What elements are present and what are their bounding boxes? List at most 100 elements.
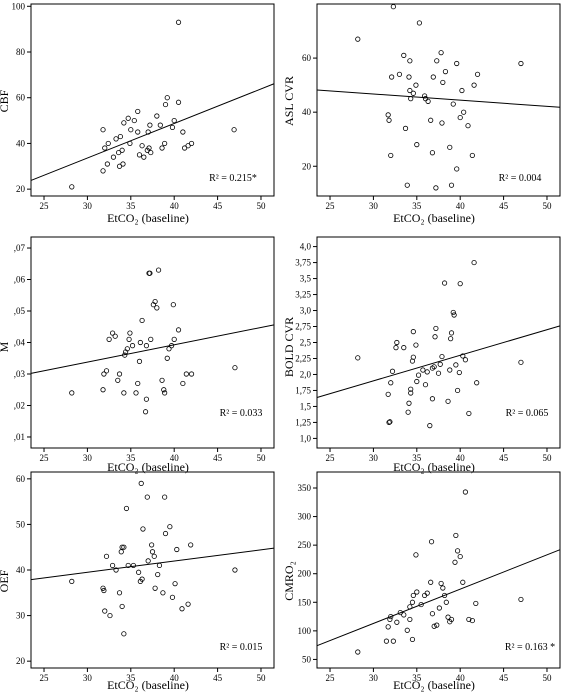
data-point xyxy=(188,140,195,147)
data-point xyxy=(185,143,191,149)
x-tick-label: 30 xyxy=(83,201,93,211)
data-point xyxy=(69,390,75,396)
data-point xyxy=(440,585,446,591)
data-point xyxy=(172,581,178,587)
data-point xyxy=(454,387,461,394)
data-point xyxy=(152,298,158,305)
data-point xyxy=(433,185,439,191)
y-axis-label: M xyxy=(0,341,11,352)
data-point xyxy=(161,387,167,393)
x-tick-label: 40 xyxy=(170,673,180,683)
data-point xyxy=(437,361,443,367)
data-point xyxy=(409,599,416,605)
data-point xyxy=(179,606,185,612)
data-point xyxy=(429,150,436,156)
data-point xyxy=(457,114,463,121)
data-point xyxy=(428,539,435,545)
x-tick-label: 50 xyxy=(256,201,266,211)
data-point xyxy=(462,357,469,363)
y-tick-label: 350 xyxy=(298,483,312,493)
data-point xyxy=(448,182,455,188)
y-tick-label: ,02 xyxy=(14,400,25,410)
data-point xyxy=(101,587,107,594)
data-point xyxy=(438,50,444,56)
data-point xyxy=(518,60,524,67)
data-point xyxy=(169,594,176,600)
data-point xyxy=(389,74,395,80)
data-point xyxy=(460,579,466,585)
data-point xyxy=(136,152,143,158)
y-tick-label: 2,0 xyxy=(300,369,312,379)
data-point xyxy=(149,542,155,548)
y-tick-label: 2,75 xyxy=(295,322,311,332)
x-tick-label: 45 xyxy=(213,453,223,463)
data-point xyxy=(405,409,411,415)
y-tick-label: 150 xyxy=(298,597,312,607)
plot-area: 25 30 35 40 45 50 20 40 60 80 100 xyxy=(12,1,275,211)
y-axis-label: CBF xyxy=(0,89,11,112)
data-point xyxy=(183,371,189,377)
plot-area: 25 30 35 40 45 50 1,0 1,25 1,5 1,75 2,0 2,25 2,5 2,75… xyxy=(295,236,561,463)
data-point xyxy=(457,553,463,560)
data-point xyxy=(188,371,195,377)
data-point xyxy=(102,145,108,151)
data-point xyxy=(427,423,433,429)
data-point xyxy=(139,576,145,582)
data-point xyxy=(474,380,480,386)
data-point xyxy=(438,580,444,587)
data-point xyxy=(117,133,123,140)
y-tick-label: 20 xyxy=(16,184,26,194)
x-tick-label: 30 xyxy=(83,453,93,463)
data-point xyxy=(462,489,469,495)
data-point xyxy=(113,567,119,573)
data-point xyxy=(407,58,413,64)
y-axis-label: CMRO₂ xyxy=(282,561,296,601)
data-point xyxy=(174,546,180,553)
data-point xyxy=(408,390,414,396)
data-point xyxy=(143,343,150,349)
y-tick-label: 20 xyxy=(16,656,26,666)
plot-area: 25 30 35 40 45 50 ,01 ,02 ,03 ,04 ,05 ,06 ,07 xyxy=(14,236,275,463)
y-axis-label: ASL CVR xyxy=(282,76,296,126)
data-point xyxy=(450,309,456,316)
data-point xyxy=(139,317,145,324)
data-point xyxy=(123,505,130,512)
y-tick-label: 80 xyxy=(16,47,26,57)
y-tick-label: 250 xyxy=(298,540,312,550)
y-tick-label: 300 xyxy=(298,512,312,522)
data-point xyxy=(164,355,170,361)
data-point xyxy=(125,115,131,121)
r-squared-label: R² = 0.215* xyxy=(209,173,257,184)
data-point xyxy=(167,524,173,530)
data-point xyxy=(439,353,445,360)
fit-line xyxy=(316,549,561,647)
x-tick-label: 50 xyxy=(542,453,552,463)
data-point xyxy=(130,562,137,569)
data-point xyxy=(401,612,407,618)
data-point xyxy=(154,113,160,119)
data-point xyxy=(447,144,453,150)
data-point xyxy=(434,58,440,64)
x-tick-label: 35 xyxy=(412,453,422,463)
x-tick-label: 50 xyxy=(542,673,552,683)
data-point xyxy=(461,109,467,115)
data-point xyxy=(112,333,118,339)
data-point xyxy=(129,343,136,349)
data-point xyxy=(152,585,158,591)
data-point xyxy=(180,380,186,387)
data-point xyxy=(383,638,390,644)
x-tick-label: 30 xyxy=(83,673,93,683)
data-point xyxy=(105,140,111,147)
data-point xyxy=(393,345,399,351)
data-point xyxy=(431,364,437,370)
data-point xyxy=(429,611,436,617)
data-point xyxy=(448,330,455,336)
x-tick-label: 25 xyxy=(40,453,50,463)
data-point xyxy=(409,358,416,364)
data-point xyxy=(109,330,116,336)
x-tick-label: 50 xyxy=(256,453,266,463)
data-point xyxy=(133,390,139,396)
data-point xyxy=(407,604,413,610)
data-point xyxy=(138,480,144,486)
data-point xyxy=(175,327,182,333)
